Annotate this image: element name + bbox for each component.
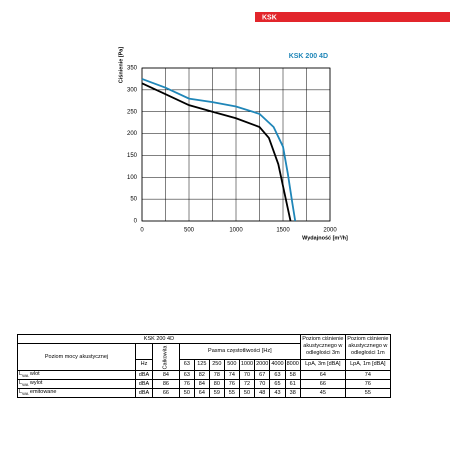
band-header: 63 [178, 358, 195, 372]
y-tick-label: 350 [127, 66, 138, 72]
plot-frame [141, 67, 331, 222]
table-cell: 45 [299, 388, 346, 399]
table-cell: 76 [178, 379, 195, 390]
noise-table: KSK 200 4D Poziom ciśnienie akustycznego … [17, 334, 391, 399]
table-cell: 55 [223, 388, 240, 399]
table-row: Poziom mocy akustycznej Całkowita Pasma cz… [17, 343, 391, 371]
y-tick-label: 100 [127, 175, 138, 181]
curve [141, 82, 292, 222]
header-cell: Pasma częstotliwości [Hz] [178, 343, 301, 360]
table-cell: 82 [193, 369, 210, 381]
row-label-subscript: WA [22, 382, 29, 388]
band-header: 8000 [284, 358, 301, 372]
table-cell: 67 [254, 369, 271, 381]
y-axis-label: Ciśnienie [Pa] [118, 47, 124, 84]
table-cell: 66 [299, 379, 346, 390]
row-label: LWA wylot [17, 379, 136, 390]
y-tick-label: 150 [127, 153, 138, 159]
row-label-symbol: L [19, 380, 23, 387]
row-label: LWA wlot [17, 369, 136, 381]
row-label-symbol: L [19, 371, 23, 377]
band-header: 2000 [254, 358, 271, 372]
row-label-subscript: WA [22, 391, 29, 397]
table-cell: 43 [269, 388, 286, 399]
rotated-text: Całkowita [162, 345, 169, 369]
table-cell: 74 [344, 369, 391, 381]
table-cell: 84 [193, 379, 210, 390]
x-tick-label: 1500 [276, 228, 290, 234]
header-cell: Całkowita [152, 343, 180, 371]
table-cell: 66 [152, 388, 180, 399]
table-cell: 74 [223, 369, 240, 381]
table-row: LWA emitowane dBA 66 50 64 59 55 50 48 43 38 45 55 [17, 388, 391, 399]
header-title: KSK [262, 14, 277, 21]
table-row: LWA wylot dBA 86 76 84 80 76 72 70 65 61 66 76 [17, 379, 391, 390]
table-title: KSK 200 4D [17, 334, 301, 344]
curve [141, 78, 297, 222]
table-row: LWA wlot dBA 84 63 82 78 74 70 67 63 58 64 74 [17, 369, 391, 381]
y-tick-label: 200 [127, 131, 138, 137]
table-cell [135, 343, 153, 360]
table-cell: 64 [299, 369, 346, 381]
table-cell: 63 [178, 369, 195, 381]
x-axis-label: Wydajność [m³/h] [302, 234, 348, 241]
table-cell: 86 [152, 379, 180, 390]
table-cell: dBA [135, 379, 153, 390]
header-cell: LpA, 3m [dBA] [299, 358, 346, 372]
x-tick-label: 0 [140, 228, 144, 234]
x-tick-label: 2000 [323, 228, 337, 234]
table-cell: 61 [284, 379, 301, 390]
row-label-label: wlot [29, 371, 40, 377]
table-cell: 76 [344, 379, 391, 390]
table-cell: 59 [208, 388, 225, 399]
header-bar [255, 12, 450, 22]
table-cell: 48 [254, 388, 271, 399]
table-cell: 84 [152, 369, 180, 381]
table-cell: 50 [178, 388, 195, 399]
row-label: LWA emitowane [17, 388, 136, 399]
y-tick-label: 250 [127, 109, 138, 115]
y-tick-label: 50 [130, 197, 137, 203]
chart: KSK Ciśnienie [Pa] Wydajność [m³/h] 0 50 1… [118, 12, 450, 241]
band-header: 250 [208, 358, 225, 372]
table-cell: 78 [208, 369, 225, 381]
table-cell: dBA [135, 388, 153, 399]
table-cell: 70 [238, 369, 256, 381]
table-cell: dBA [135, 369, 153, 381]
table-cell: 58 [284, 369, 301, 381]
table-cell: 72 [238, 379, 256, 390]
table-row: KSK 200 4D Poziom ciśnienie akustycznego … [17, 334, 391, 360]
y-tick-label: 300 [127, 87, 138, 93]
band-header: 4000 [269, 358, 286, 372]
header-cell: Poziom ciśnienie akustycznego w odległoś… [344, 334, 391, 360]
band-header: 500 [223, 358, 240, 372]
table-cell: 55 [344, 388, 391, 399]
x-tick-label: 1000 [229, 228, 243, 234]
table-cell: 80 [208, 379, 225, 390]
x-tick-label: 500 [184, 228, 195, 234]
band-header: 125 [193, 358, 210, 372]
table-cell: 63 [269, 369, 286, 381]
table-cell: 76 [223, 379, 240, 390]
row-label-label: emitowane [29, 389, 57, 396]
table-cell: 50 [238, 388, 256, 399]
header-cell: LpA, 1m [dBA] [344, 358, 391, 372]
row-label-label: wylot [29, 380, 43, 387]
header-cell: Hz [135, 358, 153, 372]
table-cell: 65 [269, 379, 286, 390]
table-cell: 70 [254, 379, 271, 390]
y-tick-label: 0 [134, 219, 138, 225]
row-label-symbol: L [19, 389, 23, 396]
table-cell: 38 [284, 388, 301, 399]
series-label: KSK 200 4D [289, 53, 328, 60]
table-cell: 64 [193, 388, 210, 399]
header-cell: Poziom mocy akustycznej [17, 343, 136, 371]
row-label-subscript: WA [22, 373, 29, 379]
band-header: 1000 [238, 358, 256, 372]
header-cell: Poziom ciśnienie akustycznego w odległoś… [299, 334, 346, 360]
